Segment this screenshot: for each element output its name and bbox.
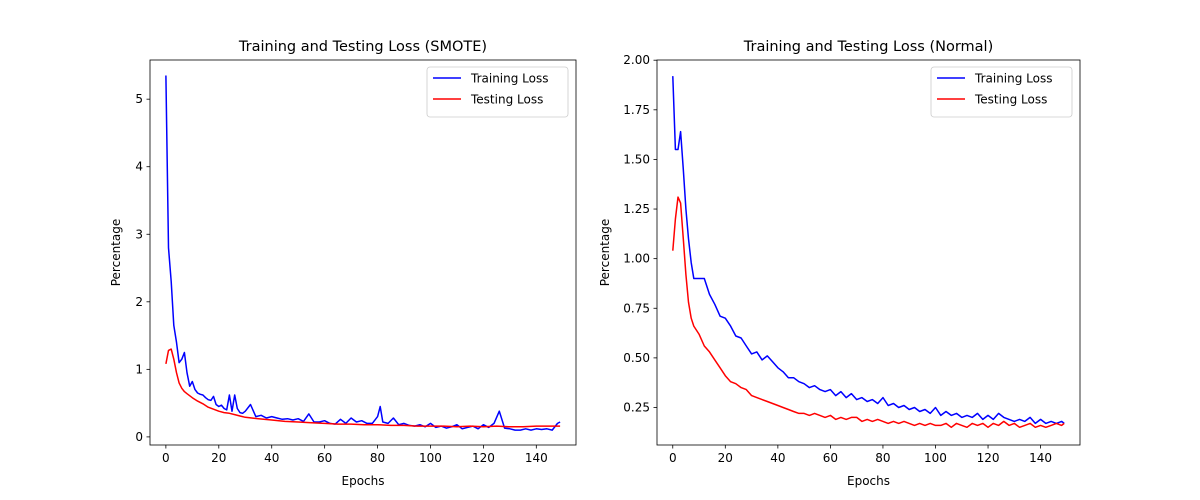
y-tick-label: 5	[135, 92, 143, 106]
y-tick-label: 0.25	[623, 400, 650, 414]
x-axis-label: Epochs	[847, 474, 890, 488]
x-tick-label: 140	[525, 451, 548, 465]
x-tick-label: 40	[770, 451, 785, 465]
chart-panel-1: 0 20 40 60 80 100 120 140 0 1 2 3 4 5 Training and Tes…	[109, 39, 577, 488]
y-tick-label: 2	[135, 295, 143, 309]
x-tick-label: 100	[419, 451, 442, 465]
legend-box	[930, 66, 1073, 118]
legend-label: Training Loss	[470, 72, 548, 86]
x-tick-label: 60	[317, 451, 332, 465]
x-tick-label: 80	[370, 451, 385, 465]
y-tick-label: 0	[135, 430, 143, 444]
chart-title: Training and Testing Loss (Normal)	[743, 39, 994, 55]
series-line-testing-loss	[165, 348, 561, 428]
y-tick-label: 0.50	[623, 351, 650, 365]
legend-label: Testing Loss	[470, 93, 543, 107]
axes-frame	[656, 59, 1081, 446]
chart-title: Training and Testing Loss (SMOTE)	[238, 39, 487, 55]
y-tick-label: 1	[135, 362, 143, 376]
chart-panel-2: 0 20 40 60 80 100 120 140 0.25 0.50 0.75 1.00 1.25 1.…	[598, 39, 1081, 488]
legend-label: Training Loss	[974, 72, 1052, 86]
series-line-training-loss	[165, 75, 561, 431]
x-tick-label: 20	[718, 451, 733, 465]
legend-label: Testing Loss	[974, 93, 1047, 107]
x-tick-label: 120	[977, 451, 1000, 465]
x-tick-label: 140	[1029, 451, 1052, 465]
series-line-testing-loss	[672, 196, 1065, 429]
x-axis-label: Epochs	[342, 474, 385, 488]
y-axis-label: Percentage	[109, 219, 123, 287]
y-tick-label: 3	[135, 227, 143, 241]
axes-frame	[149, 59, 577, 446]
legend: Training Loss Testing Loss	[930, 66, 1073, 118]
y-tick-label: 1.00	[623, 252, 650, 266]
x-tick-label: 0	[162, 451, 170, 465]
y-tick-label: 1.25	[623, 202, 650, 216]
y-tick-label: 1.50	[623, 152, 650, 166]
x-tick-label: 60	[823, 451, 838, 465]
series-line-training-loss	[672, 76, 1065, 425]
y-axis-label: Percentage	[598, 219, 612, 287]
y-tick-label: 4	[135, 160, 143, 174]
x-tick-label: 120	[472, 451, 495, 465]
x-tick-label: 100	[924, 451, 947, 465]
y-tick-label: 0.75	[623, 301, 650, 315]
legend: Training Loss Testing Loss	[426, 66, 569, 118]
x-tick-label: 0	[669, 451, 677, 465]
y-tick-label: 2.00	[623, 53, 650, 67]
y-tick-label: 1.75	[623, 103, 650, 117]
legend-box	[426, 66, 569, 118]
x-tick-label: 20	[211, 451, 226, 465]
x-tick-label: 80	[875, 451, 890, 465]
x-tick-label: 40	[264, 451, 279, 465]
